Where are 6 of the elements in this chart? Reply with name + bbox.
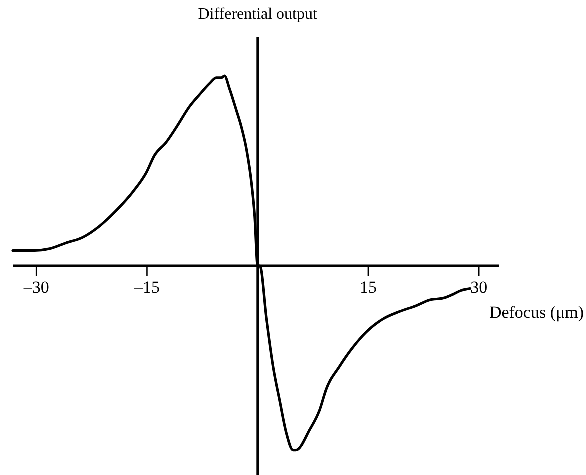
x-axis-title: Defocus (μm) bbox=[489, 303, 584, 322]
x-tick-label: –30 bbox=[22, 278, 50, 297]
y-axis-title: Differential output bbox=[198, 6, 318, 23]
x-tick-label: 30 bbox=[470, 278, 488, 297]
x-tick-label: –15 bbox=[133, 278, 160, 297]
x-tick-label: 15 bbox=[360, 278, 377, 297]
